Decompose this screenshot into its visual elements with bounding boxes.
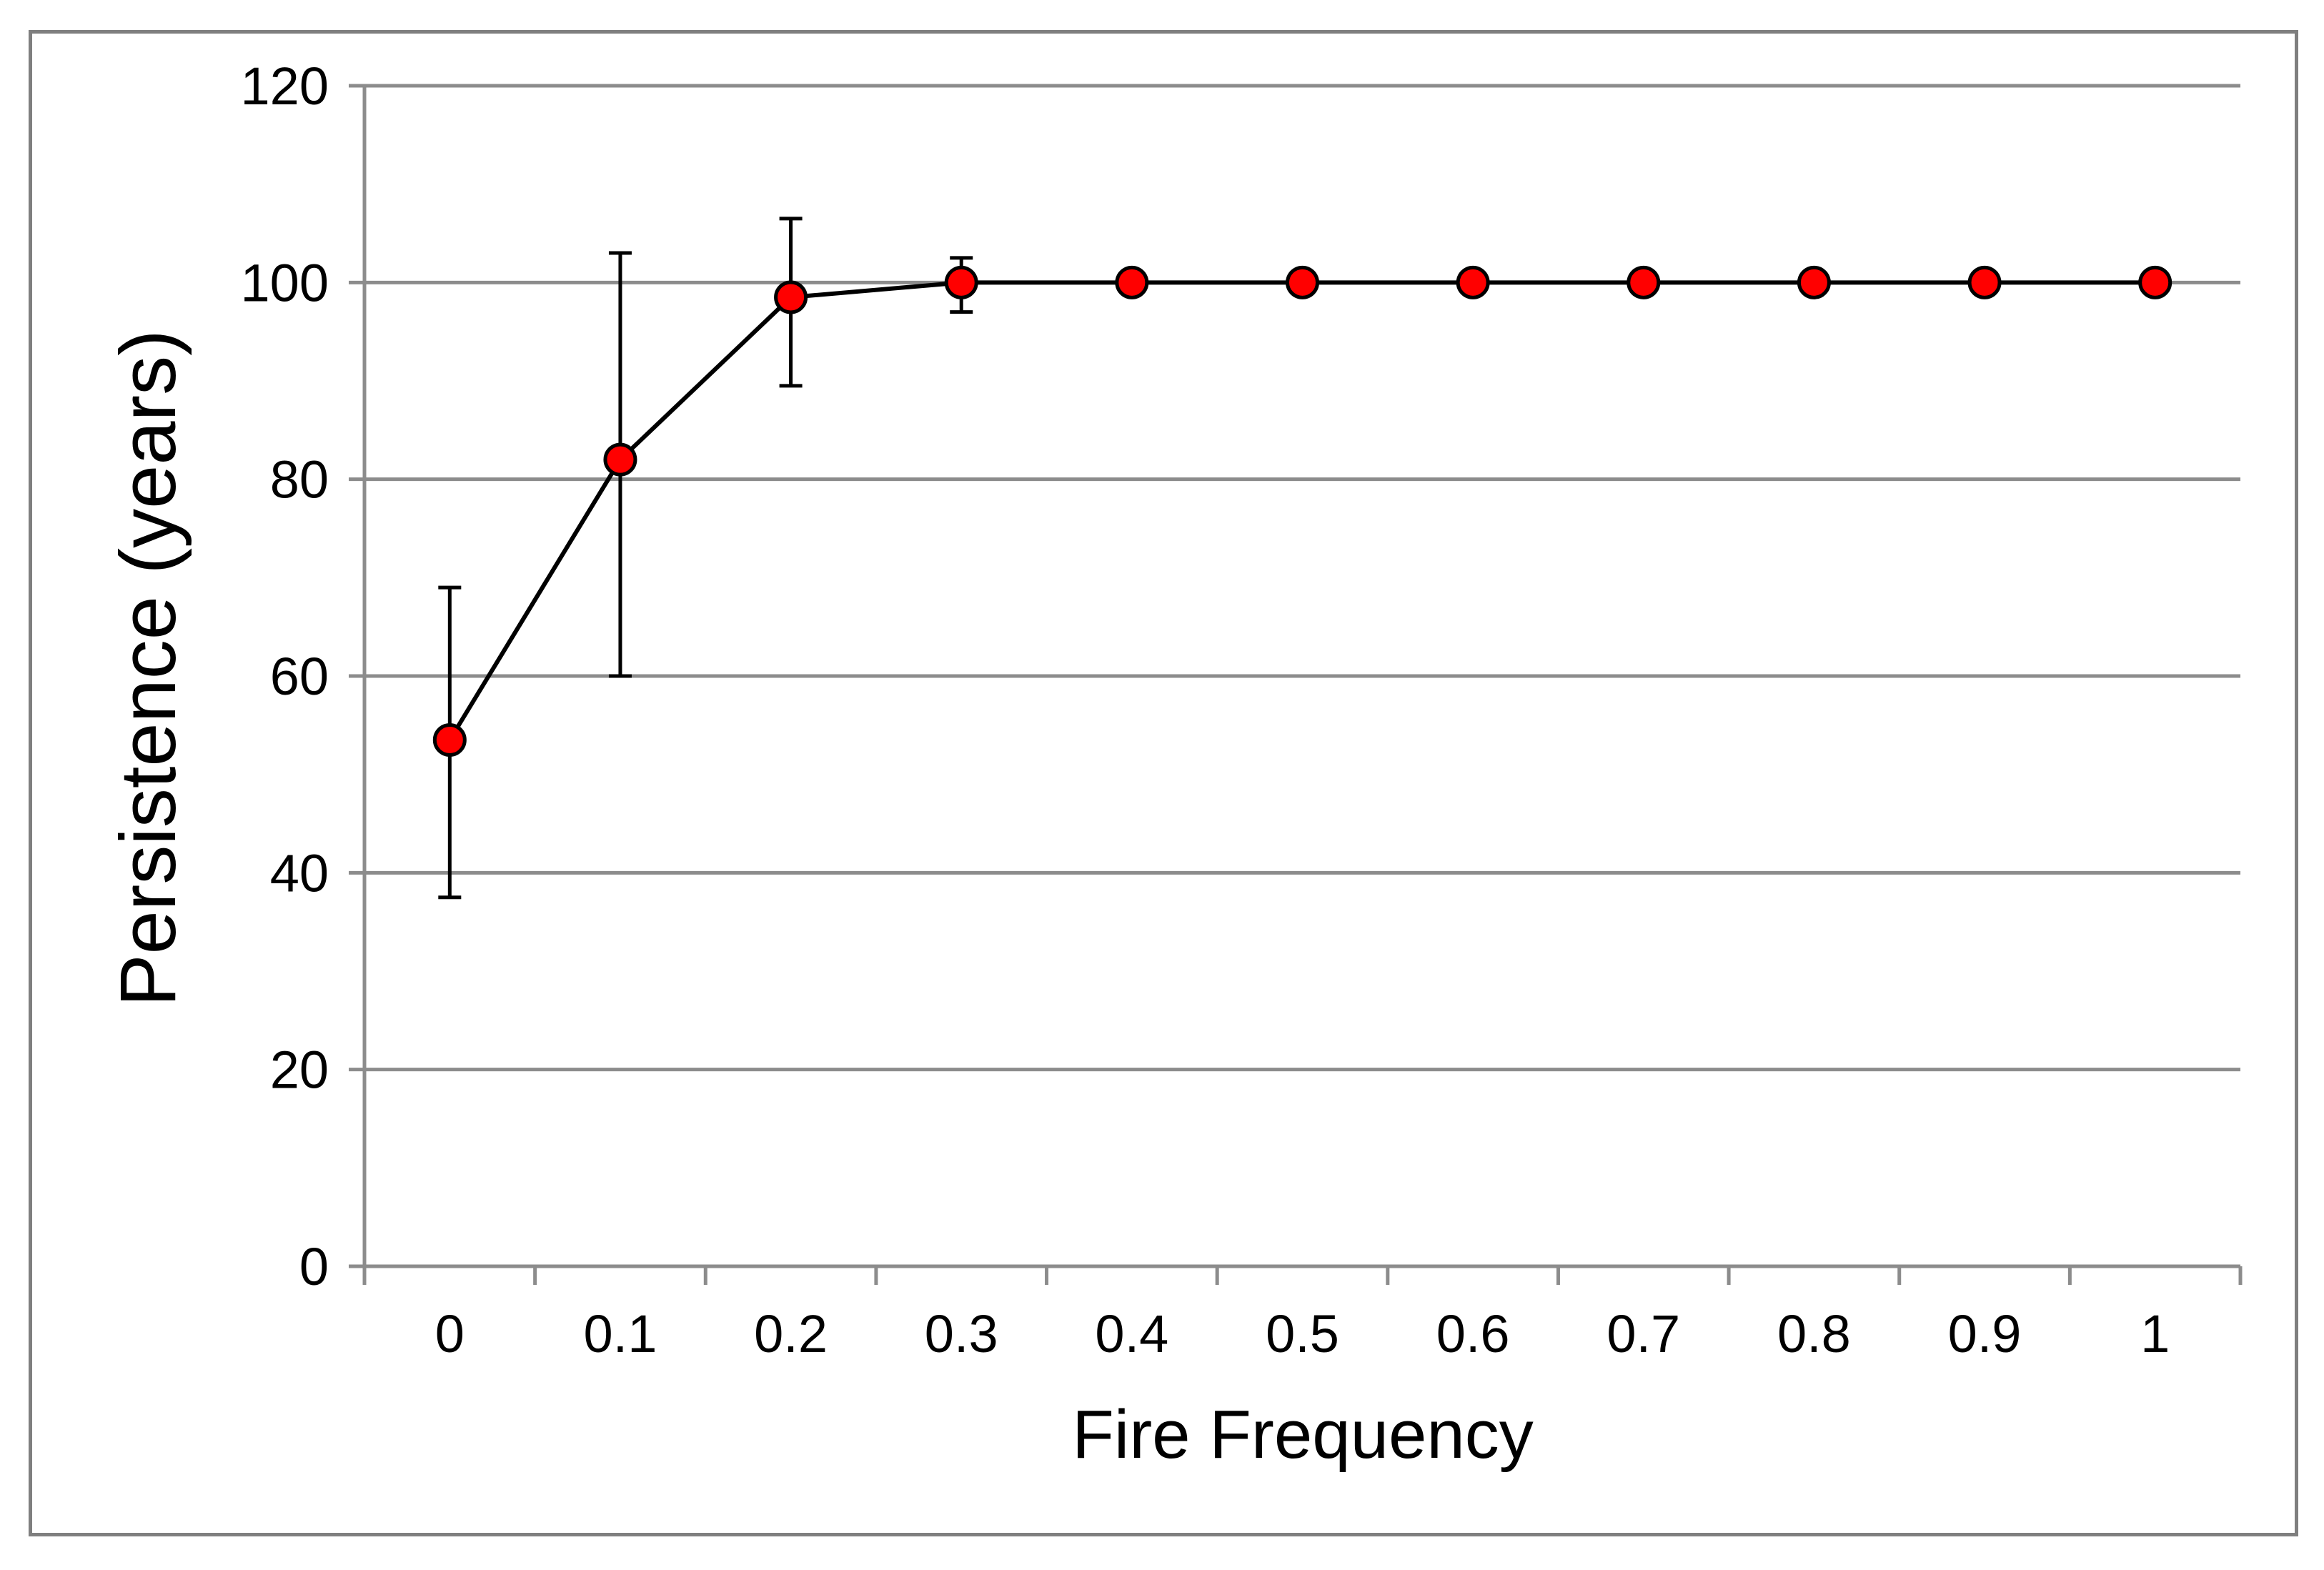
data-point <box>944 265 978 299</box>
y-tick-labels: 0 20 40 60 80 100 120 <box>241 56 329 1296</box>
data-point <box>1115 265 1149 299</box>
data-points <box>432 265 2172 757</box>
series-line-path <box>447 280 2155 742</box>
x-tick-label: 0.8 <box>1777 1304 1851 1363</box>
x-tick-label: 0.1 <box>584 1304 657 1363</box>
data-point <box>603 442 637 477</box>
data-point <box>432 722 467 757</box>
data-point <box>1627 265 1661 299</box>
y-tick-label: 100 <box>241 253 329 312</box>
grid-lines <box>364 84 2240 1072</box>
y-tick-label: 20 <box>270 1040 329 1100</box>
data-point <box>1797 265 1831 299</box>
data-point <box>774 280 808 314</box>
data-point <box>1286 265 1319 299</box>
y-tick-label: 60 <box>270 647 329 706</box>
x-tick-label: 0.6 <box>1436 1304 1510 1363</box>
y-axis-title: Persistence (years) <box>104 329 192 1007</box>
x-tick-labels: 0 0.1 0.2 0.3 0.4 0.5 0.6 0.7 0.8 0.9 1 <box>435 1304 2170 1363</box>
x-tick-label: 1 <box>2140 1304 2170 1363</box>
x-axis-title: Fire Frequency <box>1072 1396 1534 1473</box>
y-tick-label: 40 <box>270 843 329 903</box>
x-tick-label: 0 <box>435 1304 465 1363</box>
axes <box>349 84 2243 1285</box>
x-tick-label: 0.2 <box>754 1304 828 1363</box>
x-tick-label: 0.5 <box>1266 1304 1339 1363</box>
y-tick-label: 0 <box>299 1237 329 1296</box>
y-tick-label: 80 <box>270 450 329 510</box>
data-point <box>1456 265 1490 299</box>
x-tick-label: 0.3 <box>925 1304 998 1363</box>
x-tick-label: 0.4 <box>1095 1304 1168 1363</box>
x-tick-label: 0.7 <box>1607 1304 1680 1363</box>
series-line <box>447 280 2155 742</box>
error-bars <box>438 217 973 900</box>
x-tick-label: 0.9 <box>1948 1304 2022 1363</box>
data-point <box>1967 265 2002 299</box>
data-point <box>2138 265 2172 299</box>
y-tick-label: 120 <box>241 56 329 116</box>
